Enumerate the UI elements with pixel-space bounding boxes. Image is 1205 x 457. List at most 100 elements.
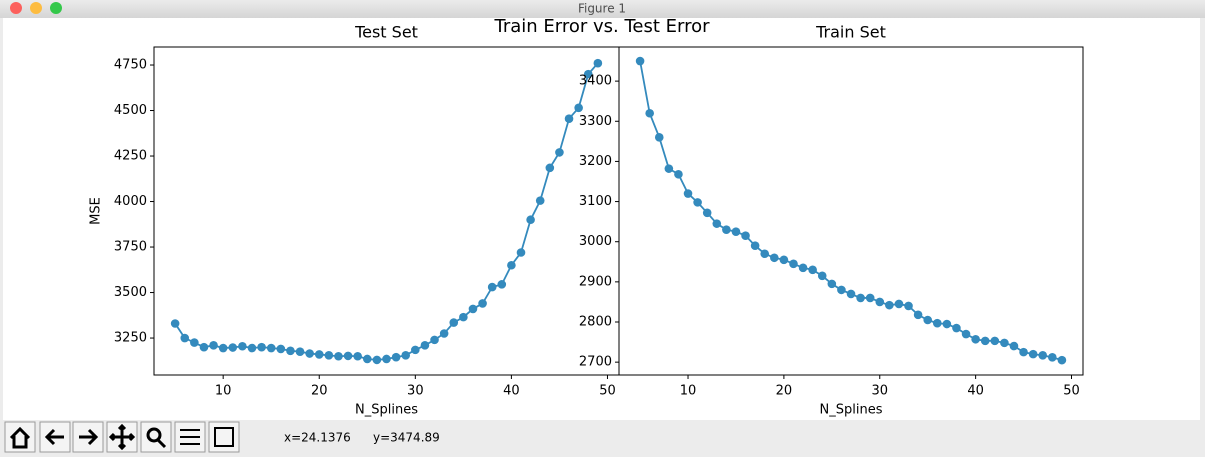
status-y: y=3474.89 xyxy=(373,431,440,445)
data-point xyxy=(961,329,971,339)
subplots-icon xyxy=(180,429,200,445)
data-point xyxy=(420,341,430,350)
minimize-button[interactable] xyxy=(30,2,42,14)
x-tick-label: 30 xyxy=(871,384,888,399)
axes-frame xyxy=(618,46,1084,376)
data-point xyxy=(247,343,257,353)
y-axis-label: MSE xyxy=(89,197,104,225)
x-tick-label: 10 xyxy=(680,384,697,399)
data-point xyxy=(382,354,391,364)
data-point xyxy=(846,289,856,299)
data-point xyxy=(1038,351,1048,360)
data-point xyxy=(875,297,885,307)
data-point xyxy=(654,133,664,142)
data-point xyxy=(1019,347,1028,357)
data-point xyxy=(932,318,942,328)
data-point xyxy=(170,319,180,328)
home-icon xyxy=(9,426,31,449)
data-point xyxy=(722,225,731,234)
zoom-button[interactable] xyxy=(50,2,62,14)
y-tick-label: 4750 xyxy=(114,58,147,73)
toolbar-buttons xyxy=(4,421,240,453)
data-point xyxy=(478,299,487,308)
y-tick-label: 3750 xyxy=(114,240,147,255)
data-point xyxy=(401,351,411,360)
x-axis-label: N_Splines xyxy=(355,403,418,418)
data-point xyxy=(894,299,904,309)
data-point xyxy=(1000,338,1009,348)
data-point xyxy=(497,280,507,289)
x-tick-label: 40 xyxy=(967,384,984,399)
data-point xyxy=(545,163,555,173)
x-tick-label: 10 xyxy=(215,384,232,399)
data-point xyxy=(1009,341,1019,351)
forward-icon xyxy=(79,428,99,446)
data-point xyxy=(856,293,865,303)
data-point xyxy=(971,334,980,344)
x-tick-label: 50 xyxy=(1063,384,1080,399)
data-point xyxy=(411,345,420,355)
x-tick-label: 20 xyxy=(776,384,793,399)
chart-title: Test Set xyxy=(354,23,418,42)
data-point xyxy=(712,219,722,228)
data-point xyxy=(209,341,218,350)
y-tick-label: 4000 xyxy=(114,194,147,209)
y-tick-label: 3500 xyxy=(114,285,147,300)
data-point xyxy=(266,343,276,353)
y-tick-label: 3400 xyxy=(579,74,612,89)
data-point xyxy=(1048,353,1057,362)
data-point xyxy=(228,343,238,352)
y-tick-label: 3000 xyxy=(579,234,612,249)
zoom-icon xyxy=(146,427,162,443)
data-point xyxy=(980,336,990,346)
data-point xyxy=(439,329,449,338)
zoom-rect-button[interactable] xyxy=(140,421,172,453)
data-point xyxy=(334,351,343,361)
data-point xyxy=(343,351,353,361)
y-tick-label: 3100 xyxy=(579,194,612,209)
close-button[interactable] xyxy=(10,2,22,14)
data-point xyxy=(750,241,760,251)
data-point xyxy=(798,263,808,273)
data-point xyxy=(1057,355,1067,365)
axes-background xyxy=(154,47,619,375)
data-point xyxy=(487,282,497,292)
pan-icon xyxy=(108,423,136,451)
data-point xyxy=(526,215,535,225)
x-tick-label: 30 xyxy=(407,384,424,399)
data-point xyxy=(990,336,1000,346)
data-point xyxy=(583,69,593,79)
y-tick-label: 2700 xyxy=(579,355,612,370)
chart-title: Train Set xyxy=(815,23,886,42)
y-tick-label: 2900 xyxy=(579,274,612,289)
window-title: Figure 1 xyxy=(578,2,626,16)
data-point xyxy=(731,227,741,236)
y-tick-label: 4250 xyxy=(114,149,147,164)
data-point xyxy=(837,285,846,295)
data-point xyxy=(702,208,712,218)
data-point xyxy=(516,248,526,257)
y-tick-label: 2800 xyxy=(579,315,612,330)
data-point xyxy=(535,196,545,205)
data-point xyxy=(760,249,770,259)
data-point xyxy=(952,323,961,333)
data-point xyxy=(827,279,837,289)
data-point xyxy=(218,343,228,353)
data-point xyxy=(942,319,952,329)
data-point xyxy=(391,352,401,362)
data-point xyxy=(286,346,295,356)
save-icon xyxy=(214,427,234,447)
data-point xyxy=(190,338,199,347)
data-point xyxy=(257,342,266,352)
data-point xyxy=(885,300,894,310)
data-point xyxy=(865,293,875,303)
data-point xyxy=(1028,349,1038,359)
data-point xyxy=(779,255,789,265)
data-point xyxy=(923,315,932,325)
save-button[interactable] xyxy=(208,421,240,453)
data-point xyxy=(683,189,693,198)
axes-background xyxy=(619,47,1083,375)
data-point xyxy=(741,231,750,240)
data-point xyxy=(913,310,923,320)
